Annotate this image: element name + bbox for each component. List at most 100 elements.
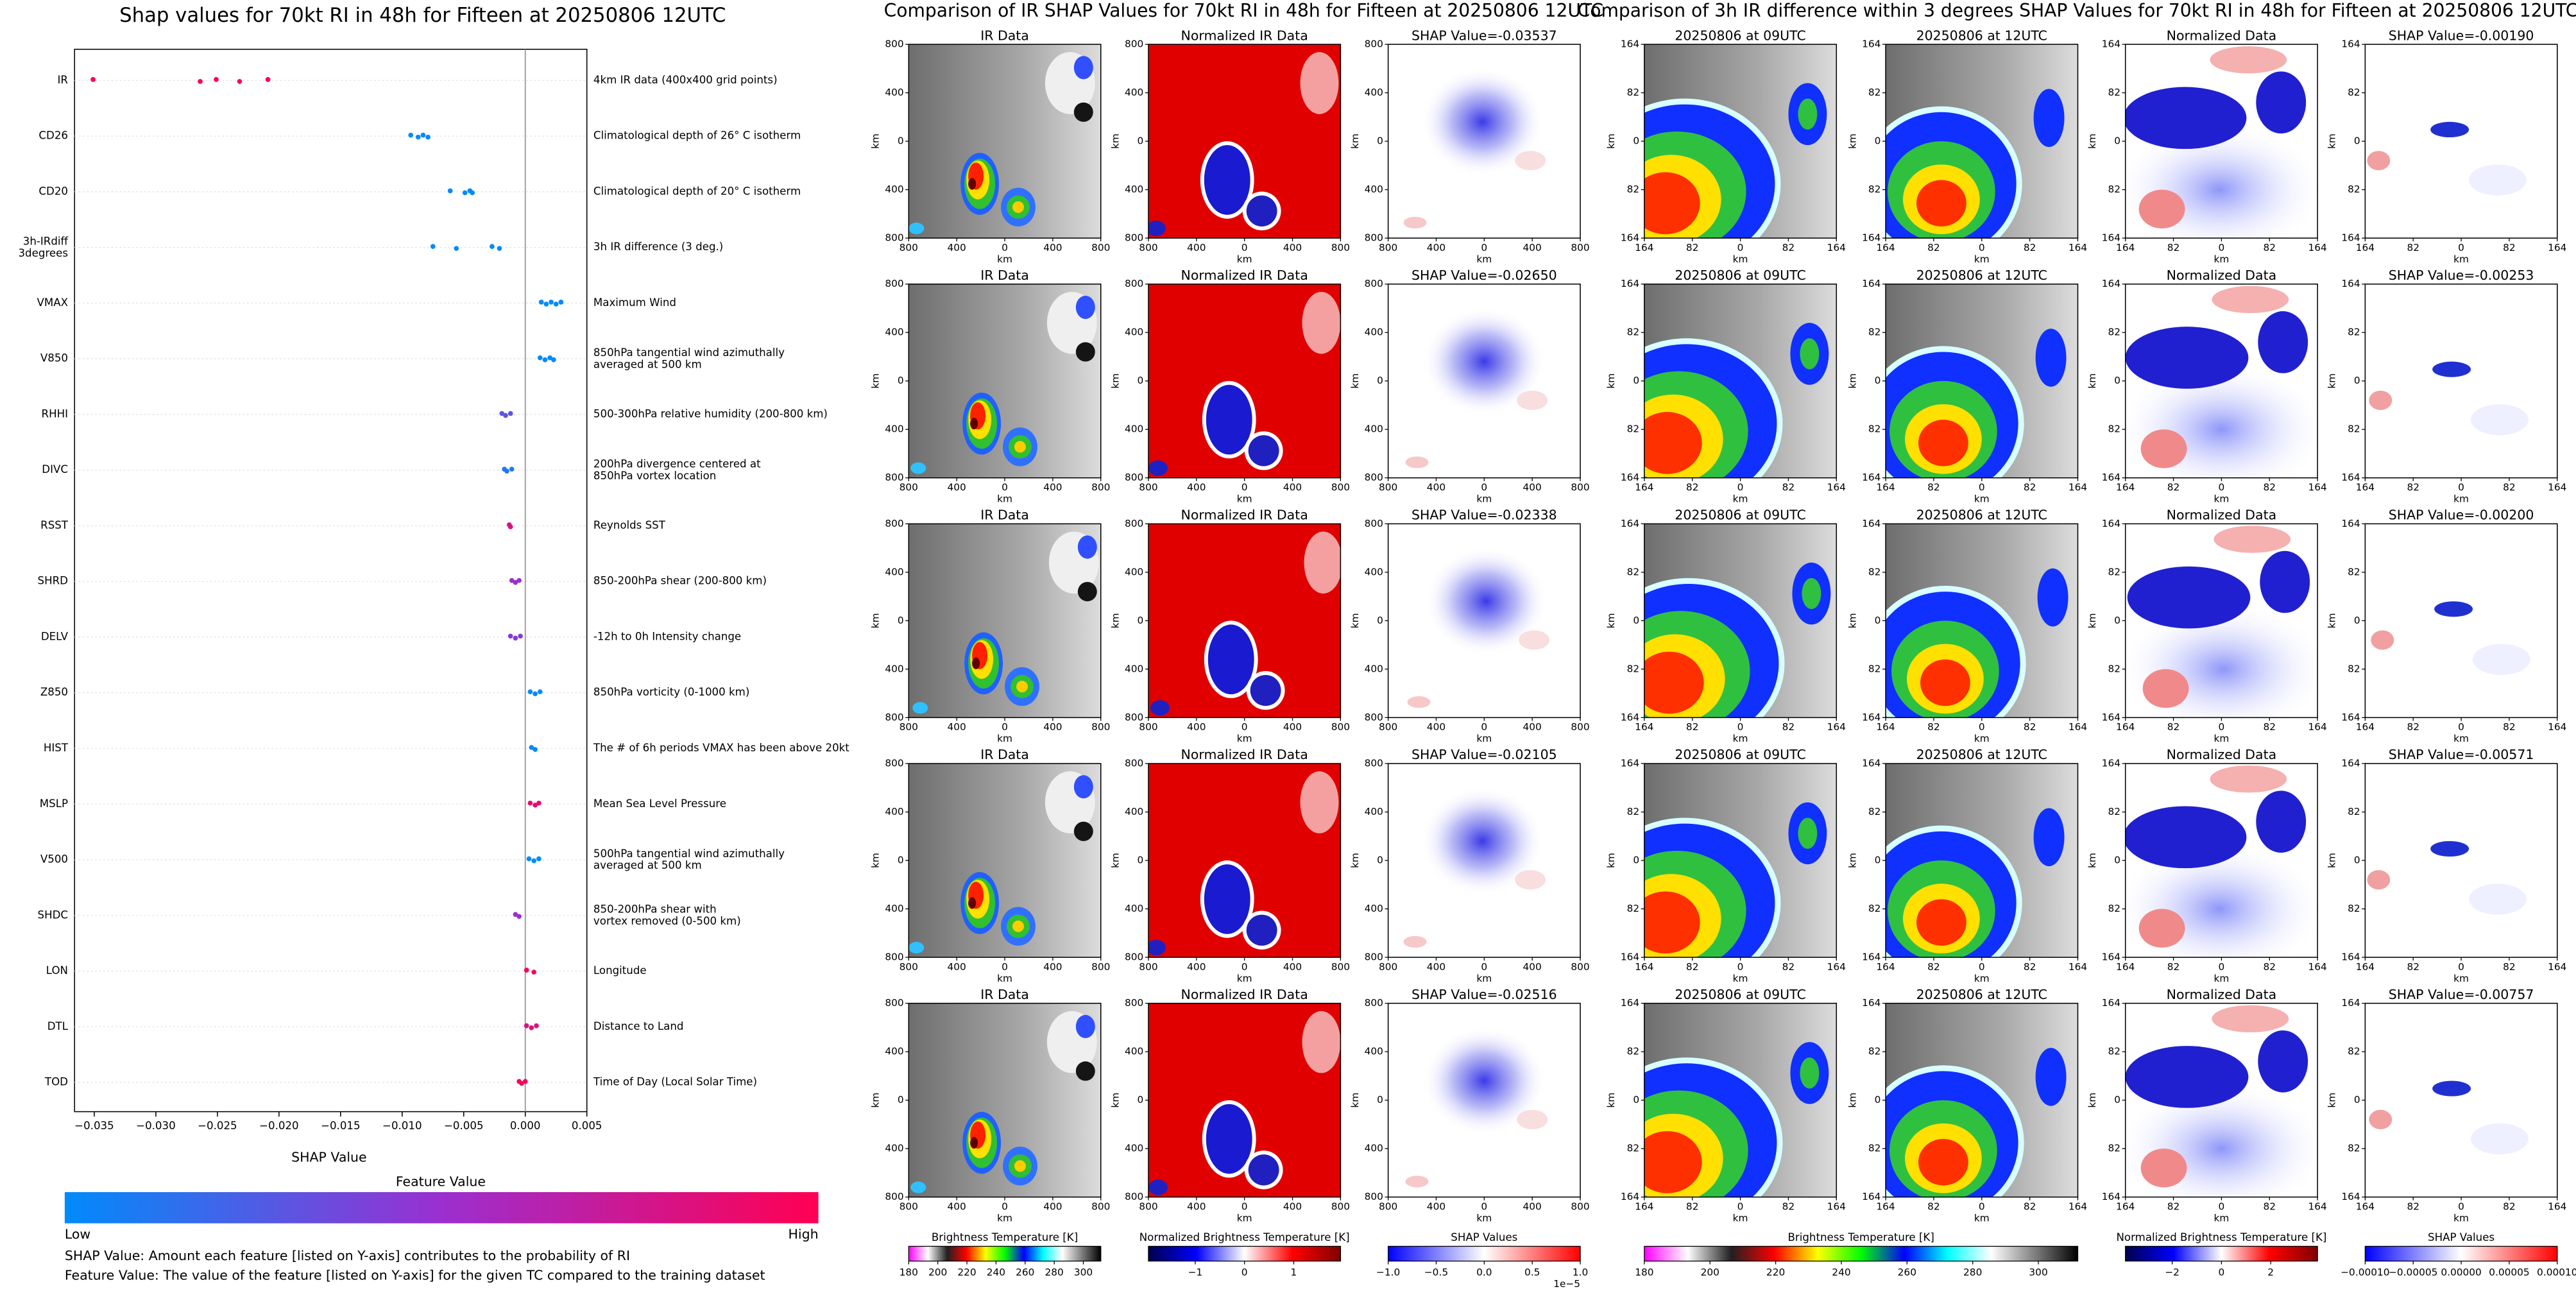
colorbar: [2364, 1245, 2558, 1262]
x-axis-label: km: [1733, 253, 1748, 265]
y-tick-label: 0: [2354, 375, 2360, 386]
colorbar-tick-label: 0.00010: [2537, 1267, 2576, 1278]
x-tick-label: 82: [2167, 961, 2180, 973]
y-tick-label: 164: [1621, 1191, 1639, 1202]
image-feature: [1916, 899, 1966, 946]
image-panel: [908, 1003, 1101, 1197]
y-tick-label: LON: [46, 964, 68, 977]
y-tick-label: 400: [1365, 327, 1383, 338]
y-tick-label: 400: [1125, 1143, 1143, 1154]
image-feature: [2258, 311, 2308, 373]
y-tick-label: 800: [1365, 712, 1383, 723]
shap-point: [497, 246, 502, 252]
image-feature: [1515, 870, 1546, 890]
y-axis-label: km: [1349, 1093, 1361, 1108]
x-tick-label: 0.005: [572, 1120, 602, 1132]
y-tick-label: 164: [1621, 952, 1639, 963]
y-tick-label: 0: [1633, 855, 1639, 866]
y-tick-label: 400: [885, 184, 903, 195]
image-background: [2365, 524, 2557, 718]
y-tick-label: 164: [1621, 38, 1639, 50]
image-panel: [1886, 44, 2078, 239]
x-tick-label: 400: [1187, 242, 1206, 253]
image-feature: [2212, 286, 2289, 314]
y-tick-label: 82: [1627, 423, 1640, 435]
y-tick-label: 164: [2102, 278, 2120, 289]
x-tick-label: 800: [1331, 721, 1350, 733]
panel-title: 20250806 at 12UTC: [1916, 28, 2047, 43]
x-tick-label: 82: [1927, 961, 1940, 973]
image-background: [2365, 284, 2557, 478]
y-axis-label: km: [2326, 613, 2338, 628]
x-tick-label: 82: [1782, 1201, 1795, 1213]
y-tick-label: 800: [1365, 472, 1383, 483]
image-feature: [2125, 87, 2247, 149]
x-tick-label: 0: [1241, 242, 1248, 253]
y-tick-label: 0: [1875, 135, 1881, 147]
x-tick-label: 400: [948, 1201, 966, 1213]
y-tick-label: 82: [1868, 903, 1881, 914]
x-tick-label: 164: [1876, 482, 1895, 493]
y-axis-label: km: [870, 613, 882, 628]
image-panel: [2125, 1003, 2318, 1197]
y-tick-label: 0: [1138, 855, 1144, 866]
x-tick-label: 82: [2407, 1201, 2419, 1213]
y-tick-label: 164: [1862, 278, 1881, 289]
x-tick-label: 0: [1737, 242, 1744, 253]
shap-point: [527, 689, 533, 695]
y-tick-label: 164: [2102, 232, 2120, 244]
x-axis-label: km: [1974, 1212, 1990, 1224]
colorbar-tick-label: −0.00005: [2389, 1267, 2437, 1278]
panel-title: SHAP Value=-0.00190: [2389, 28, 2534, 43]
shap-point: [508, 524, 513, 529]
image-feature: [1644, 172, 1700, 235]
y-axis-label: km: [870, 373, 882, 389]
x-tick-label: 164: [2308, 1201, 2326, 1213]
image-panel: [1644, 44, 1837, 239]
x-tick-label: 800: [1331, 1201, 1350, 1213]
y-tick-label: 164: [1862, 38, 1881, 50]
x-tick-label: 164: [2068, 721, 2087, 733]
panel-title: Normalized IR Data: [1181, 508, 1308, 523]
image-panel: [908, 284, 1101, 478]
y-axis-label: km: [2326, 373, 2338, 389]
y-tick-label: 0: [2114, 615, 2120, 626]
x-tick-label: 164: [2068, 1201, 2087, 1213]
shap-point: [558, 300, 564, 305]
y-tick-label: DELV: [41, 630, 69, 642]
x-tick-label: 400: [1043, 1201, 1062, 1213]
y-tick-label: 400: [1365, 1046, 1383, 1057]
image-background: [2365, 44, 2557, 239]
panel-title: 20250806 at 12UTC: [1916, 987, 2047, 1002]
shap-point: [504, 468, 509, 474]
image-feature: [1207, 624, 1254, 695]
shap-point: [527, 800, 533, 806]
panel-title: 20250806 at 09UTC: [1675, 508, 1805, 523]
x-tick-label: 400: [1043, 242, 1062, 253]
image-feature: [912, 702, 928, 714]
y-tick-label: 164: [1621, 472, 1639, 483]
y-tick-label: 0: [1377, 855, 1383, 866]
y-tick-label: 82: [1627, 663, 1640, 674]
x-tick-label: 164: [2308, 242, 2326, 253]
image-feature: [2138, 909, 2185, 948]
shap-point: [522, 1079, 528, 1084]
image-feature: [1012, 201, 1024, 213]
x-tick-label: 0: [1241, 961, 1248, 973]
x-axis-label: km: [1237, 253, 1252, 265]
y-axis-label: km: [1847, 1093, 1858, 1108]
y-tick-label: 82: [2108, 327, 2121, 338]
colorbar-tick-label: 220: [957, 1267, 976, 1278]
shap-point: [524, 968, 529, 973]
shap-point: [526, 856, 532, 862]
y-tick-label: 800: [885, 472, 903, 483]
x-tick-label: 800: [1379, 721, 1397, 733]
y-axis-label: km: [2086, 373, 2098, 389]
image-feature: [1016, 681, 1028, 693]
feature-description: Climatological depth of 26° C isotherm: [593, 130, 801, 142]
image-feature: [2469, 884, 2527, 915]
feature-description: Time of Day (Local Solar Time): [593, 1076, 757, 1088]
x-tick-label: 0: [2458, 1201, 2464, 1213]
panel-title: SHAP Value=-0.02338: [1412, 508, 1557, 523]
image-panel: [1388, 284, 1581, 478]
